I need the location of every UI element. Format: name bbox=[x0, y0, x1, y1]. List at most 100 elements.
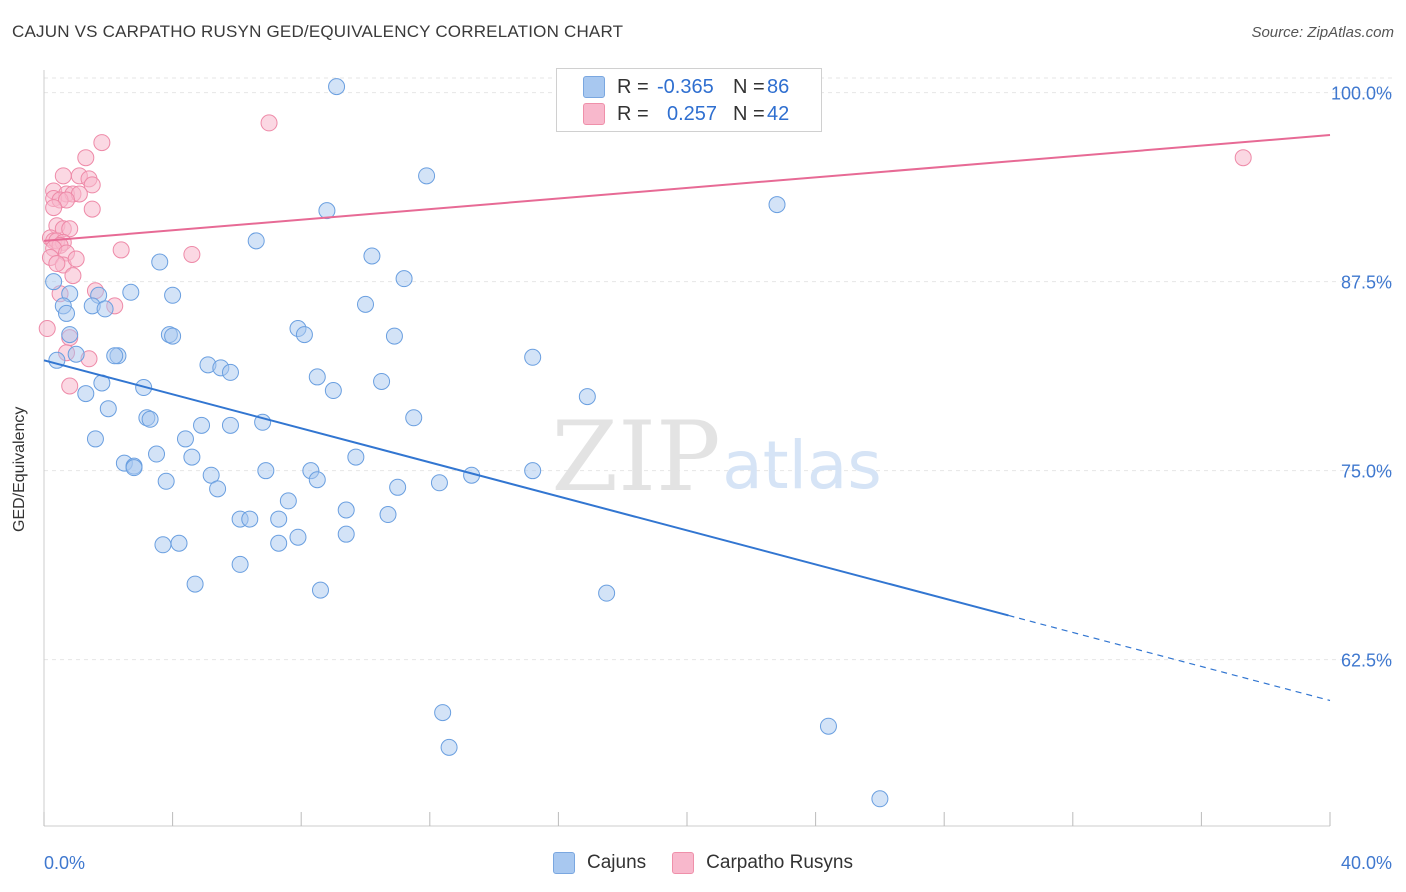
rusyn-point-31 bbox=[67, 250, 85, 268]
rusyn-point-16 bbox=[45, 199, 63, 217]
rusyn-point-7 bbox=[83, 176, 101, 194]
rusyn-point-32 bbox=[48, 255, 66, 273]
legend-n-label: N = bbox=[733, 102, 765, 125]
legend-row-cajuns: R = -0.365 N = 86 bbox=[583, 74, 789, 100]
cajun-point-2 bbox=[768, 196, 786, 214]
y-tick-label-1: 87.5% bbox=[1341, 273, 1392, 293]
x-tick-label-left: 0.0% bbox=[44, 853, 85, 873]
x-tick-label-right: 40.0% bbox=[1341, 853, 1392, 873]
cajun-point-71 bbox=[289, 528, 307, 546]
rusyn-point-33 bbox=[64, 267, 82, 285]
rusyn-point-28 bbox=[183, 245, 201, 263]
rusyn-point-19 bbox=[61, 220, 79, 238]
cajun-point-8 bbox=[45, 273, 63, 291]
cajun-trend-line bbox=[43, 359, 1009, 617]
trend-lines bbox=[43, 134, 1331, 702]
rusyn-point-14 bbox=[58, 191, 76, 209]
cajun-point-64 bbox=[279, 492, 297, 510]
legend-swatch-cajuns bbox=[583, 76, 605, 98]
cajun-point-72 bbox=[270, 534, 288, 552]
watermark: ZIP atlas bbox=[551, 401, 881, 513]
y-tick-label-3: 62.5% bbox=[1341, 651, 1392, 671]
series-carpatho-rusyns bbox=[38, 114, 1252, 395]
cajun-point-11 bbox=[122, 283, 140, 301]
cajun-point-61 bbox=[430, 474, 448, 492]
cajun-point-73 bbox=[154, 536, 172, 554]
cajun-point-80 bbox=[819, 717, 837, 735]
legend-label-rusyns: Carpatho Rusyns bbox=[706, 852, 853, 873]
rusyn-point-1 bbox=[93, 134, 111, 152]
legend-r-value: -0.365 bbox=[657, 75, 714, 98]
cajun-point-41 bbox=[141, 410, 159, 428]
rusyn-point-3 bbox=[1234, 149, 1252, 167]
cajun-point-66 bbox=[379, 506, 397, 524]
cajun-point-23 bbox=[61, 326, 79, 344]
cajun-point-70 bbox=[337, 525, 355, 543]
cajun-point-39 bbox=[99, 400, 117, 418]
axes bbox=[43, 70, 1331, 827]
cajun-point-81 bbox=[440, 738, 458, 756]
legend-item-rusyns[interactable]: Carpatho Rusyns bbox=[672, 852, 853, 874]
legend-n-value: 86 bbox=[767, 75, 790, 98]
cajun-point-78 bbox=[598, 584, 616, 602]
cajun-point-79 bbox=[434, 704, 452, 722]
cajun-point-31 bbox=[221, 363, 239, 381]
cajun-point-74 bbox=[170, 534, 188, 552]
watermark-zip: ZIP bbox=[551, 401, 720, 513]
legend-swatch-cajuns bbox=[553, 852, 576, 874]
cajun-point-26 bbox=[106, 347, 124, 365]
grid-lines bbox=[44, 77, 1392, 661]
cajun-point-46 bbox=[86, 430, 104, 448]
rusyn-point-2 bbox=[77, 149, 95, 167]
cajun-point-68 bbox=[241, 510, 259, 528]
cajun-point-12 bbox=[164, 286, 182, 304]
cajun-point-63 bbox=[209, 480, 227, 498]
cajun-point-1 bbox=[418, 167, 436, 185]
cajun-point-56 bbox=[524, 462, 542, 480]
cajun-point-54 bbox=[257, 462, 275, 480]
cajun-point-62 bbox=[389, 478, 407, 496]
cajun-point-49 bbox=[347, 448, 365, 466]
cajun-point-19 bbox=[164, 327, 182, 345]
rusyn-point-15 bbox=[83, 200, 101, 218]
legend-label-cajuns: Cajuns bbox=[587, 852, 647, 873]
correlation-legend: R = -0.365 N = 86 R = 0.257 N = 42 bbox=[556, 68, 822, 132]
cajun-point-33 bbox=[373, 372, 391, 390]
tick-labels: 100.0% 87.5% 75.0% 62.5% 0.0% 40.0% bbox=[44, 84, 1392, 873]
cajun-point-59 bbox=[308, 471, 326, 489]
cajun-point-16 bbox=[96, 300, 114, 318]
cajun-point-82 bbox=[871, 790, 889, 808]
cajun-trend-extension bbox=[1008, 614, 1331, 702]
cajun-point-65 bbox=[337, 501, 355, 519]
chart-title: CAJUN VS CARPATHO RUSYN GED/EQUIVALENCY … bbox=[12, 22, 624, 41]
cajun-point-42 bbox=[405, 409, 423, 427]
legend-item-cajuns[interactable]: Cajuns bbox=[553, 852, 646, 874]
cajun-point-6 bbox=[151, 253, 169, 271]
series-legend: Cajuns Carpatho Rusyns bbox=[0, 852, 1406, 874]
cajun-point-15 bbox=[357, 295, 374, 313]
chart-source: Source: ZipAtlas.com bbox=[1251, 24, 1394, 41]
series-cajuns bbox=[45, 78, 889, 808]
cajun-point-28 bbox=[524, 348, 542, 366]
cajun-point-53 bbox=[125, 459, 143, 477]
cajun-point-36 bbox=[77, 385, 95, 403]
rusyn-point-0 bbox=[260, 114, 278, 132]
cajun-point-69 bbox=[270, 510, 288, 528]
cajun-point-17 bbox=[58, 304, 76, 322]
legend-r-label: R = bbox=[617, 102, 649, 125]
cajun-point-75 bbox=[231, 555, 249, 573]
cajun-point-44 bbox=[193, 416, 211, 434]
cajun-point-57 bbox=[202, 466, 220, 484]
legend-row-rusyns: R = 0.257 N = 42 bbox=[583, 101, 789, 127]
cajun-point-76 bbox=[186, 575, 204, 593]
legend-r-label: R = bbox=[617, 75, 649, 98]
rusyn-point-4 bbox=[54, 167, 72, 185]
legend-swatch-rusyns bbox=[583, 103, 605, 125]
cajun-point-32 bbox=[308, 368, 326, 386]
cajun-point-0 bbox=[328, 78, 346, 96]
rusyn-point-41 bbox=[38, 320, 56, 338]
rusyn-point-27 bbox=[112, 241, 130, 259]
cajun-point-3 bbox=[318, 202, 336, 220]
y-tick-label-2: 75.0% bbox=[1341, 462, 1392, 482]
